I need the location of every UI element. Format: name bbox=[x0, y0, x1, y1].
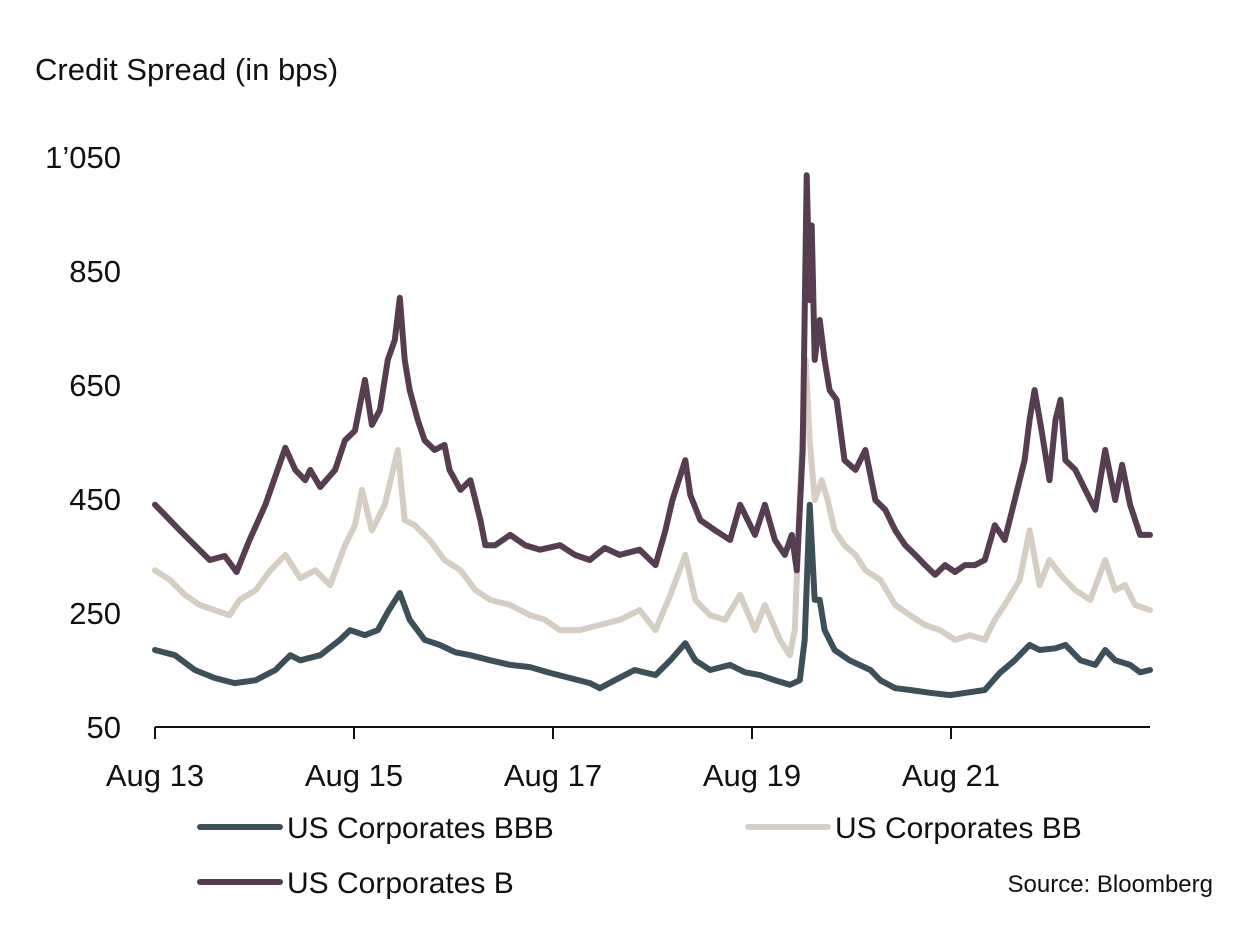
x-tick-label: Aug 19 bbox=[703, 758, 801, 793]
legend-label-bb: US Corporates BB bbox=[835, 812, 1082, 845]
legend-item-bbb: US Corporates BBB bbox=[197, 812, 554, 845]
x-tick-label: Aug 21 bbox=[902, 758, 1000, 793]
series-lines bbox=[152, 172, 1153, 699]
series-line-bb bbox=[152, 356, 1153, 659]
legend-item-bb: US Corporates BB bbox=[745, 812, 1082, 845]
legend-label-b: US Corporates B bbox=[287, 867, 514, 900]
series-line-b bbox=[152, 172, 1153, 578]
y-tick-label: 50 bbox=[87, 710, 121, 745]
y-axis-ticks: 50 250 450 650 850 1’050 bbox=[45, 140, 121, 745]
x-tick-label: Aug 13 bbox=[106, 758, 204, 793]
x-tick-label: Aug 15 bbox=[305, 758, 403, 793]
legend-item-b: US Corporates B bbox=[197, 867, 514, 900]
y-axis-title: Credit Spread (in bps) bbox=[35, 52, 338, 87]
source-note: Source: Bloomberg bbox=[1008, 871, 1213, 898]
y-tick-label: 250 bbox=[69, 596, 121, 631]
x-tick-label: Aug 17 bbox=[504, 758, 602, 793]
series-line-bbb bbox=[152, 501, 1153, 699]
y-tick-label: 1’050 bbox=[45, 140, 121, 175]
y-tick-label: 450 bbox=[69, 482, 121, 517]
legend: US Corporates BBB US Corporates BB US Co… bbox=[197, 812, 1082, 900]
legend-label-bbb: US Corporates BBB bbox=[287, 812, 554, 845]
y-tick-label: 850 bbox=[69, 254, 121, 289]
x-axis-ticks: Aug 13 Aug 15 Aug 17 Aug 19 Aug 21 bbox=[106, 727, 1000, 793]
y-tick-label: 650 bbox=[69, 368, 121, 403]
